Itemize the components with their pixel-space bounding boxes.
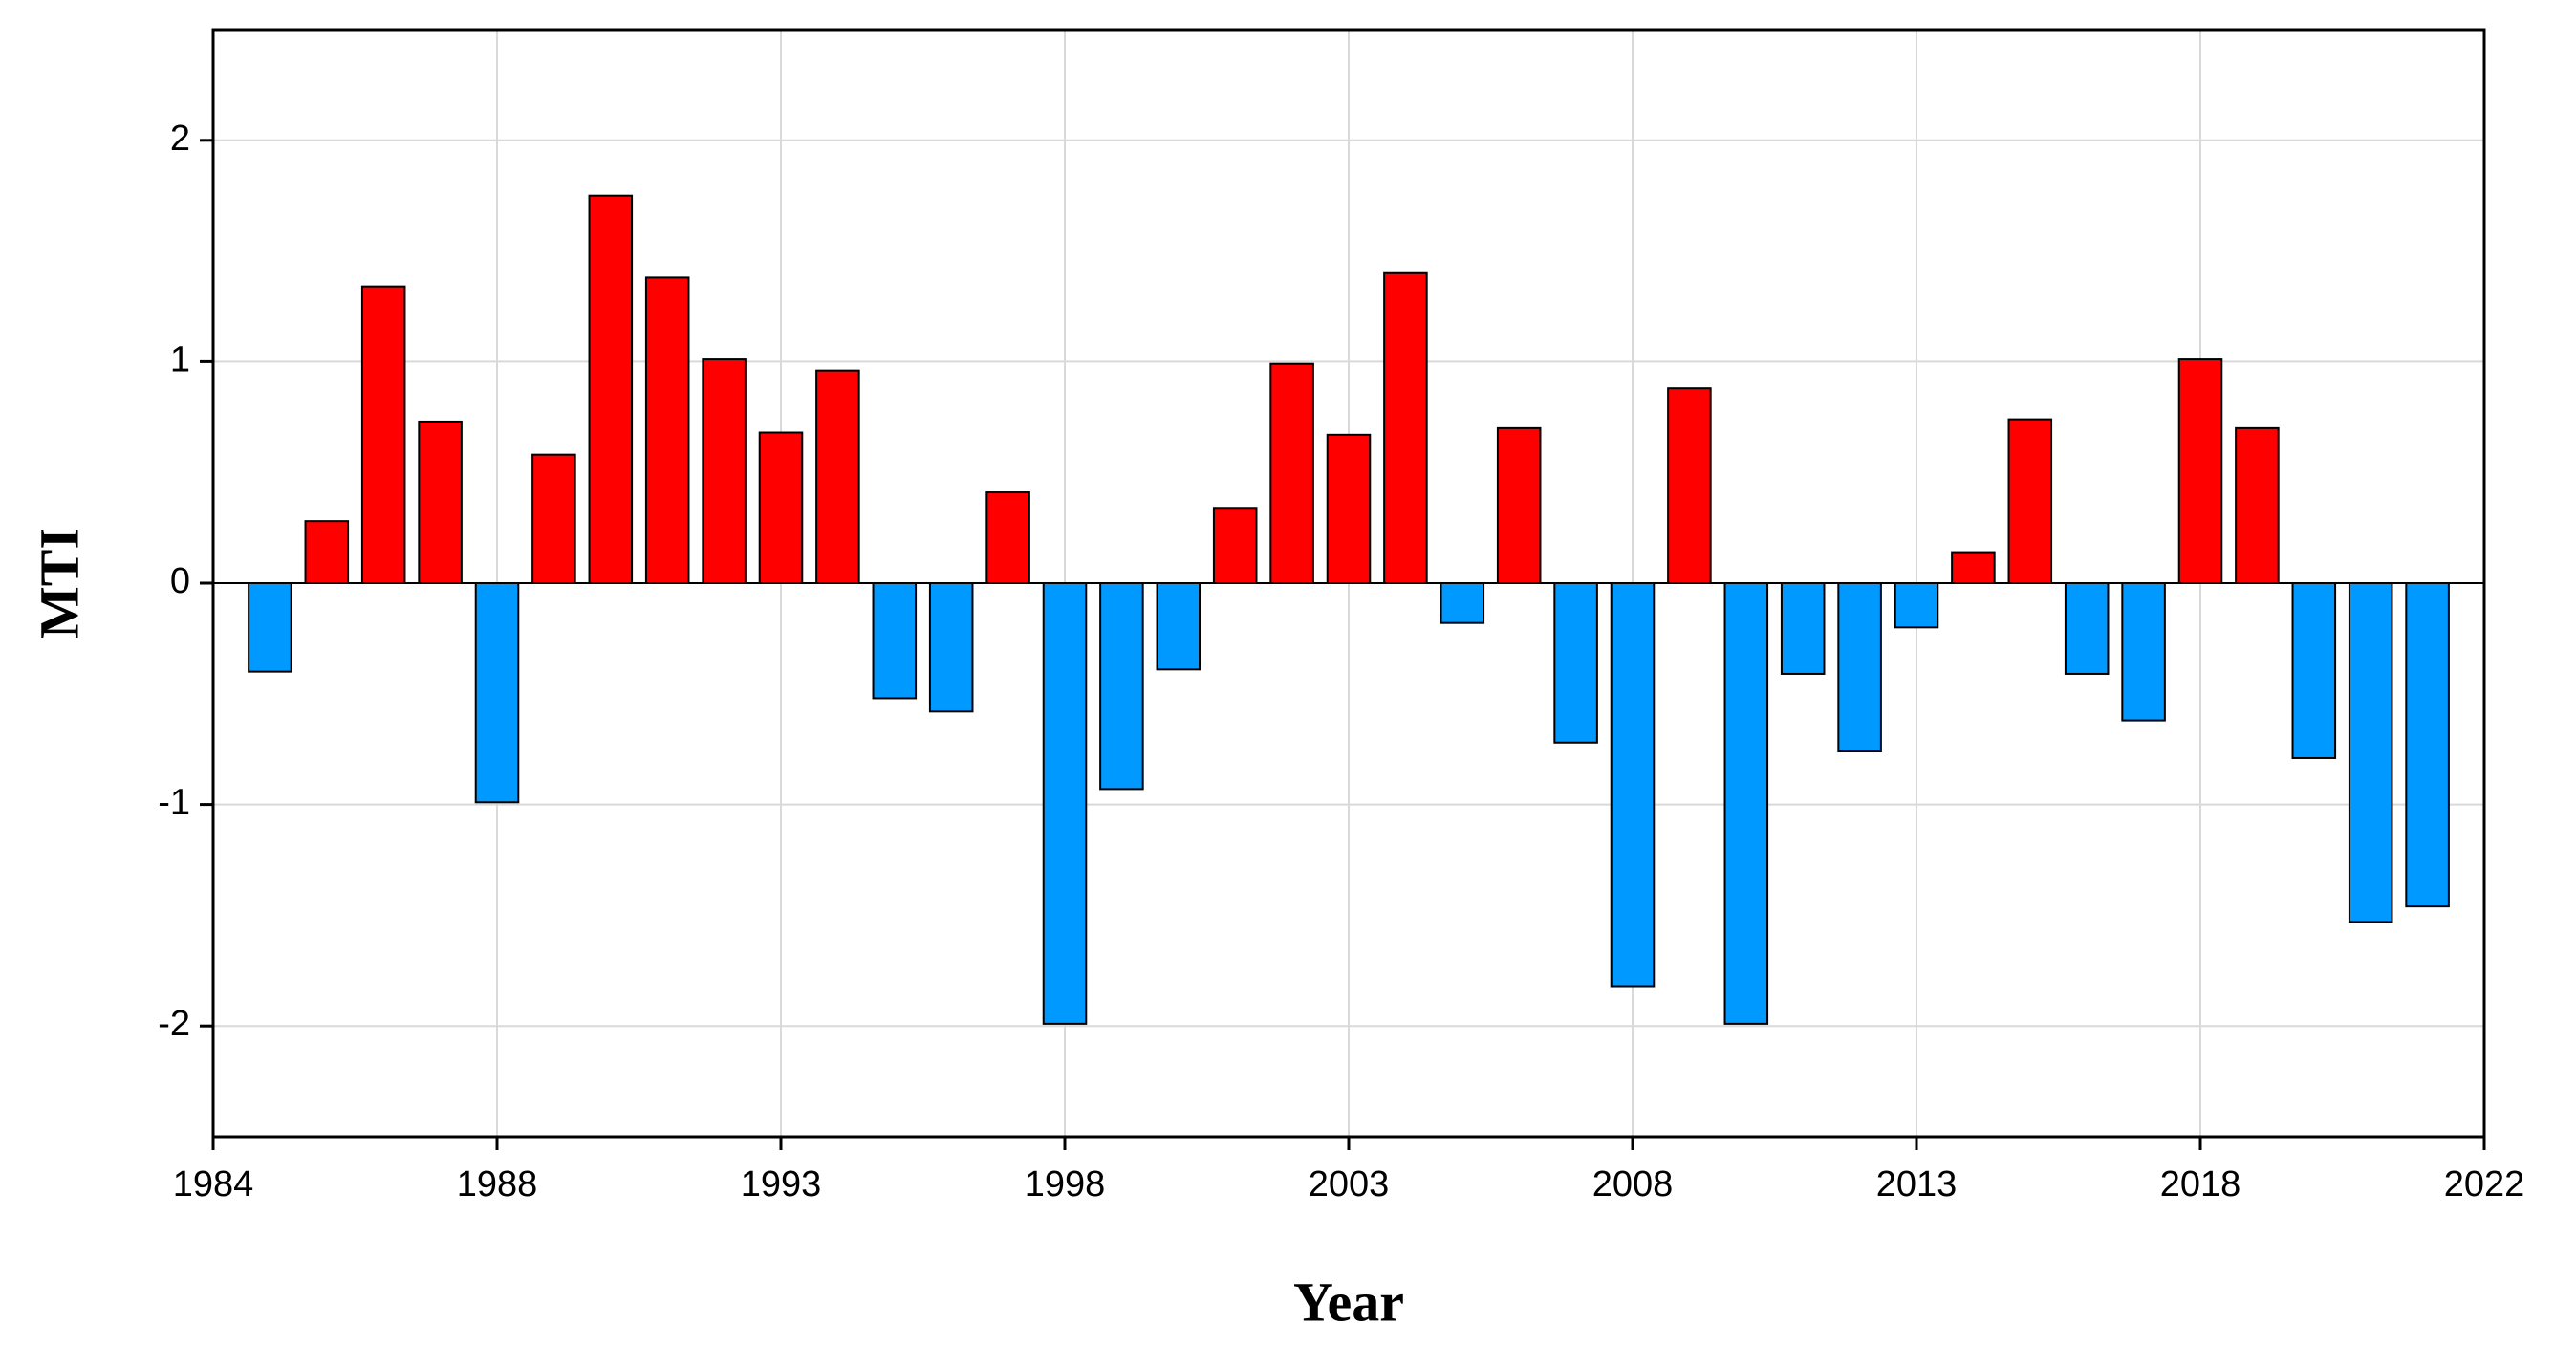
bar xyxy=(1723,582,1769,1025)
bar xyxy=(1099,582,1144,791)
bar xyxy=(2235,426,2280,584)
x-tick-label: 1993 xyxy=(741,1164,822,1205)
y-tick-label: -2 xyxy=(158,1004,190,1044)
bar xyxy=(758,431,804,584)
bar xyxy=(2291,582,2337,759)
x-tick-label: 1988 xyxy=(457,1164,538,1205)
bar xyxy=(872,582,918,700)
bar xyxy=(2177,358,2223,585)
bar xyxy=(815,369,860,584)
bar xyxy=(248,582,292,673)
bar xyxy=(304,520,350,584)
plot-frame xyxy=(211,28,2486,1139)
x-tick-label: 2018 xyxy=(2160,1164,2241,1205)
y-axis-label: MTI xyxy=(28,528,90,639)
y-tick-label: 0 xyxy=(170,561,190,601)
x-tick-label: 2022 xyxy=(2444,1164,2525,1205)
bar xyxy=(2405,582,2450,908)
bar xyxy=(1496,426,1542,584)
bar xyxy=(2007,418,2053,584)
bar xyxy=(588,194,634,584)
bar xyxy=(1837,582,1882,753)
bar xyxy=(2121,582,2166,722)
x-tick-label: 2008 xyxy=(1592,1164,1674,1205)
bar xyxy=(474,582,520,804)
x-tick-label: 2003 xyxy=(1309,1164,1390,1205)
bar xyxy=(1951,551,1996,584)
y-tick-label: 2 xyxy=(170,119,190,159)
bar xyxy=(1780,582,1826,675)
bar xyxy=(1383,271,1428,584)
bar xyxy=(1667,387,1712,584)
bar xyxy=(2064,582,2110,675)
bar xyxy=(1553,582,1598,744)
x-tick-label: 1984 xyxy=(173,1164,254,1205)
bar xyxy=(1212,507,1258,584)
x-tick-label: 1998 xyxy=(1025,1164,1106,1205)
bar xyxy=(1156,582,1201,671)
bar xyxy=(702,358,747,585)
bar xyxy=(531,453,576,584)
bar xyxy=(985,491,1030,585)
bar xyxy=(1440,582,1485,624)
x-axis-label: Year xyxy=(1293,1270,1404,1333)
y-tick-label: 1 xyxy=(170,339,190,380)
bar xyxy=(1269,362,1314,584)
bar xyxy=(1894,582,1939,629)
bar xyxy=(928,582,974,713)
bar xyxy=(1610,582,1656,988)
bar xyxy=(1042,582,1088,1025)
x-tick-label: 2013 xyxy=(1876,1164,1958,1205)
bar xyxy=(644,276,690,584)
bar xyxy=(2348,582,2393,923)
bar xyxy=(360,285,406,584)
y-tick-label: -1 xyxy=(158,783,190,823)
bar xyxy=(1326,433,1372,584)
bar xyxy=(418,420,463,584)
